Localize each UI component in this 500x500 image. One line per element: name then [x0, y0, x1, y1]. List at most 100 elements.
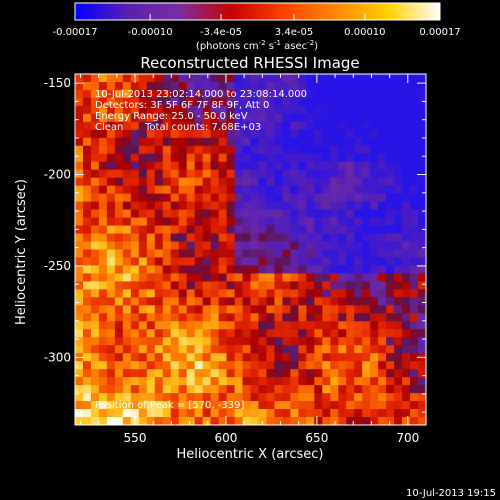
heatmap-cell — [370, 361, 379, 370]
heatmap-cell — [266, 401, 276, 410]
heatmap-cell — [186, 353, 196, 362]
heatmap-cell — [242, 257, 252, 267]
heatmap-cell — [386, 161, 395, 171]
heatmap-cell — [138, 273, 148, 283]
heatmap-cell — [170, 241, 180, 251]
heatmap-cell — [338, 353, 347, 362]
heatmap-cell — [354, 217, 363, 227]
heatmap-cell — [162, 74, 172, 83]
heatmap-cell — [194, 369, 204, 378]
heatmap-cell — [178, 337, 188, 346]
heatmap-cell — [130, 185, 140, 195]
heatmap-cell — [130, 113, 140, 123]
heatmap-cell — [106, 417, 116, 425]
heatmap-cell — [226, 273, 236, 283]
heatmap-cell — [146, 209, 156, 219]
heatmap-cell — [354, 121, 363, 131]
heatmap-cell — [186, 74, 196, 83]
heatmap-cell — [274, 177, 284, 187]
heatmap-cell — [98, 289, 108, 298]
heatmap-cell — [130, 81, 140, 91]
heatmap-cell — [178, 177, 188, 187]
heatmap-cell — [258, 297, 268, 306]
heatmap-cell — [170, 305, 180, 314]
heatmap-cell — [338, 393, 347, 402]
heatmap-cell — [122, 193, 132, 203]
heatmap-cell — [122, 161, 132, 171]
heatmap-cell — [322, 177, 331, 187]
heatmap-cell — [98, 185, 108, 195]
heatmap-cell — [130, 217, 140, 227]
heatmap-cell — [114, 313, 124, 322]
heatmap-cell — [202, 121, 212, 131]
heatmap-cell — [250, 137, 260, 147]
heatmap-cell — [210, 305, 220, 314]
heatmap-cell — [330, 121, 339, 131]
heatmap-cell — [346, 153, 355, 163]
heatmap-cell — [122, 273, 132, 283]
heatmap-cell — [194, 393, 204, 402]
heatmap-cell — [234, 81, 244, 91]
heatmap-cell — [210, 81, 220, 91]
heatmap-cell — [154, 201, 164, 211]
heatmap-cell — [266, 169, 276, 179]
heatmap-cell — [138, 361, 148, 370]
heatmap-cell — [354, 369, 363, 378]
heatmap-cell — [170, 217, 180, 227]
heatmap-cell — [258, 321, 268, 330]
heatmap-cell — [210, 321, 220, 330]
heatmap-cell — [282, 321, 291, 330]
heatmap-cell — [154, 74, 164, 83]
heatmap-cell — [186, 337, 196, 346]
heatmap-cell — [178, 217, 188, 227]
heatmap-cell — [362, 225, 371, 235]
heatmap-image — [75, 74, 426, 425]
heatmap-cell — [242, 417, 252, 425]
heatmap-cell — [330, 113, 339, 123]
heatmap-cell — [82, 369, 92, 378]
heatmap-cell — [218, 385, 228, 394]
heatmap-cell — [338, 121, 347, 131]
heatmap-cell — [162, 273, 172, 283]
chart-title: Reconstructed RHESSI Image — [140, 54, 359, 72]
heatmap-cell — [122, 385, 132, 394]
heatmap-cell — [282, 201, 291, 211]
heatmap-cell — [154, 361, 164, 370]
heatmap-cell — [306, 249, 315, 259]
heatmap-cell — [250, 233, 260, 243]
heatmap-cell — [394, 209, 403, 219]
heatmap-cell — [418, 217, 426, 227]
heatmap-cell — [394, 281, 403, 290]
heatmap-cell — [186, 369, 196, 378]
heatmap-cell — [194, 265, 204, 275]
heatmap-cell — [402, 129, 411, 139]
heatmap-cell — [82, 273, 92, 283]
heatmap-cell — [218, 409, 228, 418]
heatmap-cell — [226, 129, 236, 139]
heatmap-cell — [378, 185, 387, 195]
heatmap-cell — [410, 177, 419, 187]
heatmap-cell — [306, 337, 315, 346]
heatmap-cell — [362, 97, 371, 107]
heatmap-cell — [90, 153, 100, 163]
heatmap-cell — [346, 377, 355, 386]
heatmap-cell — [274, 153, 284, 163]
heatmap-cell — [82, 385, 92, 394]
heatmap-cell — [234, 177, 244, 187]
heatmap-cell — [138, 217, 148, 227]
heatmap-cell — [210, 249, 220, 259]
heatmap-cell — [178, 345, 188, 354]
heatmap-cell — [130, 105, 140, 115]
heatmap-cell — [226, 361, 236, 370]
heatmap-cell — [378, 297, 387, 306]
heatmap-cell — [298, 129, 307, 139]
heatmap-cell — [298, 249, 307, 259]
heatmap-cell — [226, 185, 236, 195]
heatmap-cell — [242, 81, 252, 91]
heatmap-cell — [250, 129, 260, 139]
heatmap-cell — [186, 305, 196, 314]
heatmap-cell — [354, 161, 363, 171]
heatmap-cell — [418, 297, 426, 306]
heatmap-cell — [122, 201, 132, 211]
heatmap-cell — [282, 297, 291, 306]
